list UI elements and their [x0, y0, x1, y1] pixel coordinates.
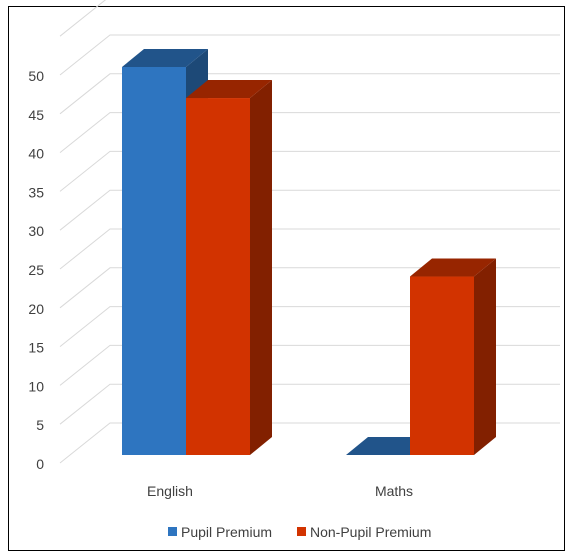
gridline-45: [59, 73, 560, 115]
y-tick-label-0: 0: [36, 456, 44, 472]
legend-swatch: [168, 527, 177, 536]
category-label-maths: Maths: [375, 483, 413, 499]
gridline-50: [59, 34, 560, 76]
y-tick-label-30: 30: [28, 223, 44, 239]
bar-maths-non-pupil-premium: [410, 258, 496, 455]
legend-item-non-pupil-premium: Non-Pupil Premium: [297, 524, 431, 540]
y-tick-label-25: 25: [28, 262, 44, 278]
category-labels: English Maths: [147, 483, 413, 499]
gridline-35: [59, 150, 560, 192]
y-tick-label-5: 5: [36, 417, 44, 433]
y-tick-label-15: 15: [28, 340, 44, 356]
gridline-40: [59, 112, 560, 153]
legend-item-pupil-premium: Pupil Premium: [168, 524, 272, 540]
y-tick-label-35: 35: [28, 184, 44, 200]
y-tick-label-45: 45: [28, 107, 44, 123]
gridline-top: [59, 0, 107, 37]
legend-swatch: [297, 527, 306, 536]
y-tick-label-40: 40: [28, 146, 44, 162]
category-label-english: English: [147, 483, 193, 499]
bars: [122, 49, 496, 455]
y-tick-label-50: 50: [28, 68, 44, 84]
bar-english-non-pupil-premium: [186, 80, 272, 455]
gridline-25: [59, 228, 560, 270]
legend-label: Pupil Premium: [181, 524, 272, 540]
gridline-20: [59, 267, 560, 309]
legend: Pupil Premium Non-Pupil Premium: [168, 524, 431, 540]
legend-label: Non-Pupil Premium: [310, 524, 431, 540]
y-tick-label-10: 10: [28, 378, 44, 394]
y-tick-label-20: 20: [28, 301, 44, 317]
gridline-30: [59, 189, 560, 231]
y-axis-tick-labels: 0 5 10 15 20 25 30 35 40 45 50: [28, 68, 44, 472]
